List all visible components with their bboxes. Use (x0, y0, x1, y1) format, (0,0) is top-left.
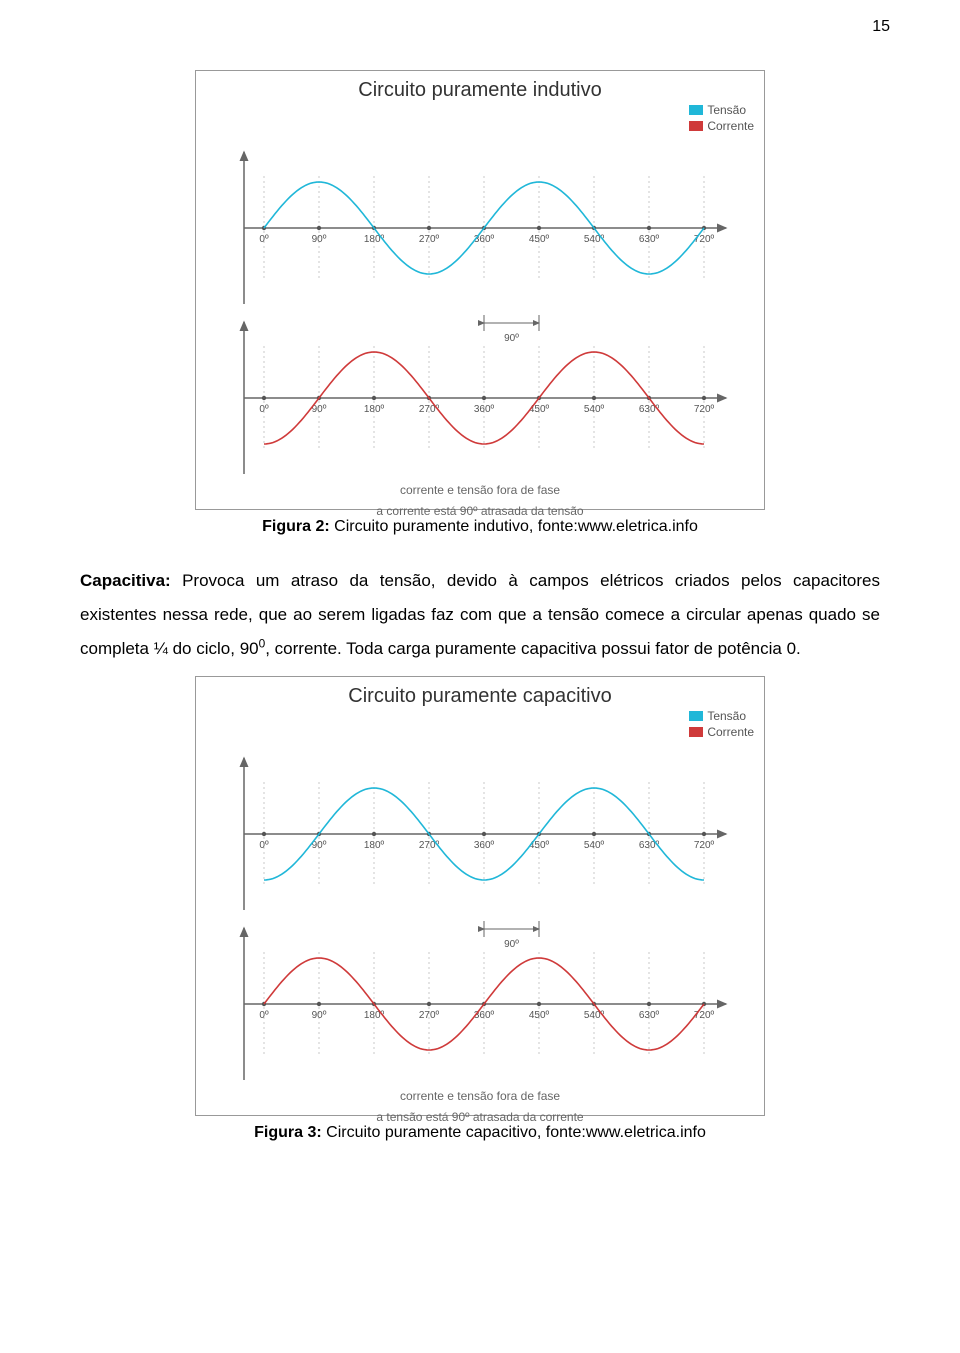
figure2-caption-line1: corrente e tensão fora de fase (196, 1088, 764, 1105)
legend-label: Tensão (707, 103, 746, 117)
svg-text:720º: 720º (694, 1010, 715, 1021)
caption2-rest: Circuito puramente capacitivo, fonte:www… (322, 1124, 706, 1141)
legend-label: Corrente (707, 119, 754, 133)
svg-text:720º: 720º (694, 840, 715, 851)
svg-text:630º: 630º (639, 234, 660, 245)
svg-text:270º: 270º (419, 404, 440, 415)
svg-text:630º: 630º (639, 1010, 660, 1021)
svg-text:90º: 90º (504, 333, 519, 344)
figure1-caption: Figura 2: Circuito puramente indutivo, f… (80, 518, 880, 536)
svg-text:360º: 360º (474, 234, 495, 245)
figure2-caption-line2: a tensão está 90º atrasada da corrente (196, 1109, 764, 1126)
svg-text:450º: 450º (529, 404, 550, 415)
legend-item: Corrente (689, 725, 754, 739)
swatch-tensao (689, 711, 703, 721)
legend-item: Corrente (689, 119, 754, 133)
figure1-caption-line2: a corrente está 90º atrasada da tensão (196, 503, 764, 520)
svg-text:360º: 360º (474, 840, 495, 851)
svg-text:90º: 90º (312, 1010, 327, 1021)
page-number: 15 (872, 18, 890, 36)
svg-text:540º: 540º (584, 1010, 605, 1021)
caption1-rest: Circuito puramente indutivo, fonte:www.e… (330, 518, 698, 535)
svg-text:180º: 180º (364, 234, 385, 245)
figure2-title: Circuito puramente capacitivo (196, 685, 764, 708)
svg-text:180º: 180º (364, 840, 385, 851)
svg-text:270º: 270º (419, 1010, 440, 1021)
figure2-caption: Figura 3: Circuito puramente capacitivo,… (80, 1124, 880, 1142)
figure2-legend: Tensão Corrente (689, 709, 754, 741)
svg-text:90º: 90º (504, 939, 519, 950)
figure-capacitive: Circuito puramente capacitivo Tensão Cor… (195, 676, 765, 1116)
svg-text:180º: 180º (364, 1010, 385, 1021)
svg-text:540º: 540º (584, 840, 605, 851)
swatch-corrente (689, 727, 703, 737)
figure-inductive: Circuito puramente indutivo Tensão Corre… (195, 70, 765, 510)
paragraph-lead: Capacitiva: (80, 571, 171, 590)
svg-text:630º: 630º (639, 840, 660, 851)
svg-text:630º: 630º (639, 404, 660, 415)
svg-text:0º: 0º (259, 234, 269, 245)
body-paragraph: Capacitiva: Provoca um atraso da tensão,… (80, 564, 880, 666)
figure1-caption-line1: corrente e tensão fora de fase (196, 482, 764, 499)
svg-text:450º: 450º (529, 840, 550, 851)
svg-text:180º: 180º (364, 404, 385, 415)
svg-text:90º: 90º (312, 234, 327, 245)
svg-text:450º: 450º (529, 234, 550, 245)
svg-text:540º: 540º (584, 404, 605, 415)
legend-item: Tensão (689, 709, 754, 723)
svg-text:360º: 360º (474, 1010, 495, 1021)
chart2-svg: 0º 90º 180º 270º 360º 450º 540º 630º 720º 0º 90º 18… (196, 708, 766, 1088)
svg-text:0º: 0º (259, 1010, 269, 1021)
swatch-tensao (689, 105, 703, 115)
caption2-bold: Figura 3: (254, 1124, 322, 1141)
caption1-bold: Figura 2: (262, 518, 330, 535)
svg-text:540º: 540º (584, 234, 605, 245)
legend-item: Tensão (689, 103, 754, 117)
svg-text:270º: 270º (419, 840, 440, 851)
svg-text:270º: 270º (419, 234, 440, 245)
figure1-legend: Tensão Corrente (689, 103, 754, 135)
swatch-corrente (689, 121, 703, 131)
svg-text:0º: 0º (259, 840, 269, 851)
svg-text:720º: 720º (694, 234, 715, 245)
svg-text:0º: 0º (259, 404, 269, 415)
svg-text:360º: 360º (474, 404, 495, 415)
chart1-svg: 0º 90º 180º 270º 360º 450º 540º 630º 720º 0º 90º 18… (196, 102, 766, 482)
legend-label: Corrente (707, 725, 754, 739)
paragraph-tail: , corrente. Toda carga puramente capacit… (265, 639, 801, 658)
svg-text:450º: 450º (529, 1010, 550, 1021)
figure1-title: Circuito puramente indutivo (196, 79, 764, 102)
legend-label: Tensão (707, 709, 746, 723)
page: 15 Circuito puramente indutivo Tensão Co… (0, 0, 960, 1353)
svg-text:720º: 720º (694, 404, 715, 415)
